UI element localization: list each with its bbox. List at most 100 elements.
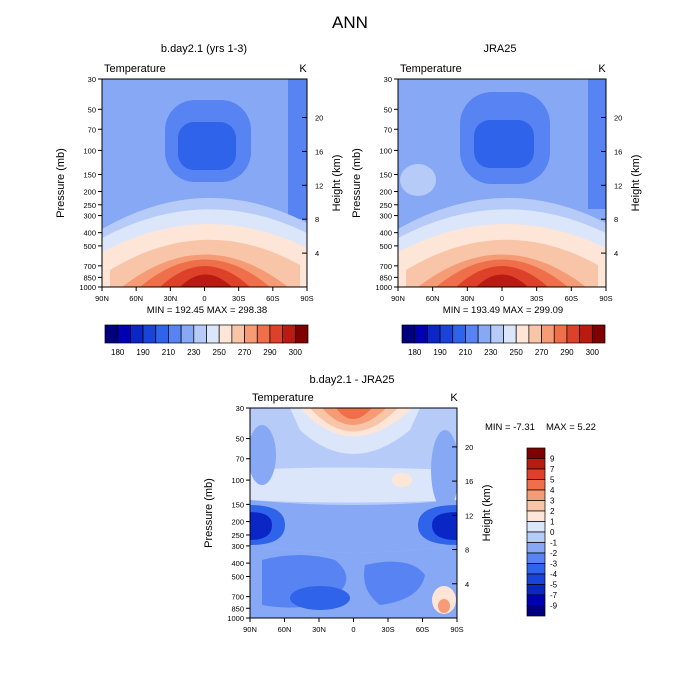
y-tick-label: 150 bbox=[83, 170, 96, 179]
colorbar-box bbox=[526, 552, 546, 564]
stats-max: MAX = 5.22 bbox=[546, 422, 596, 433]
field-level bbox=[392, 473, 412, 487]
colorbar-box bbox=[414, 324, 428, 344]
y-tick-label: 700 bbox=[231, 593, 244, 602]
y-tick-label: 400 bbox=[231, 559, 244, 568]
colorbar-label: 4 bbox=[550, 486, 555, 495]
x-tick-label: 30N bbox=[460, 294, 474, 303]
colorbar-label: -9 bbox=[550, 602, 558, 611]
y-tick-label: 700 bbox=[379, 262, 392, 271]
field-level bbox=[400, 164, 436, 196]
colorbar-label: 180 bbox=[408, 348, 422, 357]
colorbar-label: 7 bbox=[550, 465, 555, 474]
x-tick-label: 60N bbox=[426, 294, 440, 303]
y-tick-label: 300 bbox=[379, 212, 392, 221]
colorbar-box bbox=[526, 531, 546, 543]
variable-label: Temperature bbox=[252, 392, 314, 404]
colorbar-box bbox=[579, 324, 593, 344]
colorbar-label: -2 bbox=[550, 549, 558, 558]
colorbar-box bbox=[117, 324, 131, 344]
colorbar-box bbox=[541, 324, 555, 344]
colorbar-label: 300 bbox=[289, 348, 303, 357]
y-tick-label: 150 bbox=[379, 170, 392, 179]
field-plot bbox=[398, 79, 606, 287]
panel-difference: b.day2.1 - JRA25 Temperature K bbox=[203, 374, 596, 634]
colorbar-box bbox=[526, 468, 546, 480]
colorbar-label: 2 bbox=[550, 507, 555, 516]
colorbar-box bbox=[515, 324, 530, 344]
colorbar-label: 250 bbox=[213, 348, 227, 357]
colorbar-label: 230 bbox=[484, 348, 498, 357]
colorbar-label: 250 bbox=[510, 348, 524, 357]
y-tick-label: 50 bbox=[236, 435, 244, 444]
colorbar-label: 300 bbox=[586, 348, 600, 357]
colorbar-box bbox=[566, 324, 580, 344]
colorbar-box bbox=[282, 324, 296, 344]
y-tick-label: 100 bbox=[379, 146, 392, 155]
field-level bbox=[178, 122, 236, 170]
colorbar-label: 290 bbox=[263, 348, 277, 357]
x-tick-label: 30S bbox=[530, 294, 543, 303]
y2-tick-label: 16 bbox=[465, 477, 473, 486]
x-tick-label: 90S bbox=[450, 625, 463, 634]
colorbar-box bbox=[526, 458, 546, 470]
colorbar-box bbox=[526, 563, 546, 575]
stats-min: MIN = -7.31 bbox=[485, 422, 535, 433]
panel-model: b.day2.1 (yrs 1-3) Temperature K 30 50 70 1… bbox=[55, 43, 343, 357]
field-level bbox=[250, 467, 457, 503]
field-level bbox=[180, 274, 232, 287]
y-tick-label: 100 bbox=[231, 476, 244, 485]
colorbar-box bbox=[526, 605, 546, 617]
colorbar-box bbox=[526, 521, 546, 533]
x-tick-label: 90S bbox=[300, 294, 313, 303]
y-axis-title: Pressure (mb) bbox=[203, 478, 215, 548]
x-tick-label: 30S bbox=[381, 625, 394, 634]
variable-label: Temperature bbox=[400, 63, 462, 75]
y-tick-label: 30 bbox=[384, 75, 392, 84]
x-tick-label: 0 bbox=[202, 294, 206, 303]
colorbar-label: -5 bbox=[550, 581, 558, 590]
y2-tick-label: 16 bbox=[614, 147, 622, 156]
colorbar-label: 190 bbox=[433, 348, 447, 357]
y-tick-label: 850 bbox=[379, 273, 392, 282]
y-tick-label: 400 bbox=[379, 229, 392, 238]
colorbar-box bbox=[401, 324, 416, 344]
colorbar-label: 9 bbox=[550, 455, 555, 464]
y2-tick-label: 4 bbox=[465, 580, 469, 589]
colorbar-box bbox=[130, 324, 144, 344]
colorbar-label: 290 bbox=[560, 348, 574, 357]
field-level bbox=[250, 500, 457, 553]
y-tick-label: 500 bbox=[379, 242, 392, 251]
panel-title: b.day2.1 (yrs 1-3) bbox=[161, 43, 247, 55]
y-tick-label: 850 bbox=[231, 604, 244, 613]
y-tick-label: 500 bbox=[231, 572, 244, 581]
y-tick-label: 50 bbox=[384, 105, 392, 114]
x-tick-label: 60S bbox=[266, 294, 279, 303]
y-tick-label: 250 bbox=[379, 201, 392, 210]
field-plot bbox=[250, 408, 457, 618]
x-tick-label: 30N bbox=[312, 625, 326, 634]
panel-title: b.day2.1 - JRA25 bbox=[310, 374, 395, 386]
colorbar-box bbox=[439, 324, 454, 344]
colorbar-label: 3 bbox=[550, 497, 555, 506]
colorbar-box bbox=[427, 324, 441, 344]
y-tick-label: 1000 bbox=[79, 283, 96, 292]
colorbar-label: 1 bbox=[550, 518, 555, 527]
colorbar-label: -3 bbox=[550, 560, 558, 569]
units-label: K bbox=[450, 392, 458, 404]
field-level bbox=[250, 512, 272, 540]
colorbar-vertical: 97 54 32 10 -1-2 -3-4 -5-7 -9 bbox=[526, 447, 558, 617]
colorbar-box bbox=[104, 324, 119, 344]
colorbar-label: 210 bbox=[459, 348, 473, 357]
x-tick-label: 60N bbox=[129, 294, 143, 303]
y-tick-label: 50 bbox=[88, 105, 96, 114]
colorbar-box bbox=[526, 594, 546, 606]
field-level bbox=[336, 408, 372, 419]
colorbar-box bbox=[180, 324, 195, 344]
x-tick-label: 90N bbox=[95, 294, 109, 303]
colorbar-label: -1 bbox=[550, 539, 558, 548]
colorbar-box bbox=[142, 324, 157, 344]
colorbar-box bbox=[269, 324, 283, 344]
